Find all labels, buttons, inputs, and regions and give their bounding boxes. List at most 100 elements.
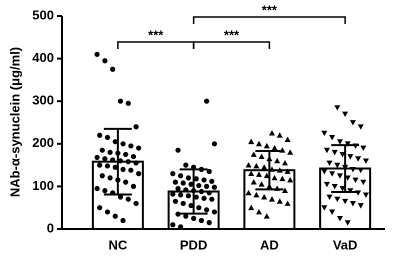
point — [284, 200, 291, 206]
point — [211, 184, 218, 190]
point — [178, 224, 184, 230]
point — [172, 179, 179, 185]
point — [206, 220, 212, 226]
point — [334, 196, 341, 203]
point — [133, 124, 139, 130]
point — [284, 136, 291, 142]
point — [268, 166, 275, 172]
y-tick-label: 400 — [32, 50, 54, 65]
point — [206, 168, 212, 175]
point — [117, 194, 124, 200]
point — [352, 177, 359, 184]
point — [255, 171, 262, 177]
point — [276, 198, 283, 204]
y-axis-label: NAb-α-synuclein (μg/ml) — [7, 47, 22, 197]
point — [183, 187, 189, 193]
point — [180, 180, 186, 186]
point — [334, 162, 341, 169]
point — [209, 178, 215, 184]
point — [329, 209, 336, 215]
point — [342, 198, 349, 205]
point — [117, 158, 124, 164]
point — [336, 215, 343, 222]
point — [183, 213, 189, 219]
point — [271, 145, 278, 151]
point — [175, 185, 181, 192]
point — [323, 147, 330, 154]
point — [112, 164, 118, 170]
point — [172, 198, 179, 204]
x-tick-label: NC — [108, 237, 127, 252]
point — [125, 159, 131, 165]
point — [339, 186, 346, 192]
y-tick-label: 300 — [32, 93, 54, 108]
point — [258, 153, 265, 159]
x-tick-label: AD — [260, 237, 279, 252]
point — [112, 139, 118, 145]
point — [329, 135, 336, 141]
y-tick-label: 200 — [32, 135, 54, 150]
point — [362, 158, 369, 164]
point — [255, 140, 262, 147]
y-tick-label: 100 — [32, 178, 54, 193]
point — [110, 66, 116, 72]
significance-bracket — [117, 41, 195, 49]
point — [170, 191, 176, 197]
point — [112, 213, 118, 219]
point — [349, 201, 356, 207]
point — [123, 179, 129, 185]
point — [175, 147, 181, 153]
point — [209, 196, 215, 202]
point — [276, 132, 283, 138]
point — [99, 173, 105, 179]
point — [287, 149, 294, 155]
point — [133, 160, 139, 166]
point — [123, 151, 129, 158]
point — [357, 203, 364, 209]
point — [185, 175, 192, 181]
significance-label: *** — [148, 27, 164, 42]
point — [110, 157, 116, 163]
point — [136, 171, 142, 177]
point — [125, 100, 131, 106]
point — [196, 205, 202, 211]
point — [355, 156, 362, 162]
y-tick-label: 500 — [32, 7, 54, 22]
point — [94, 185, 100, 192]
point — [201, 195, 207, 201]
point — [191, 215, 197, 221]
point — [248, 204, 255, 211]
point — [274, 157, 281, 164]
point — [245, 162, 252, 168]
point — [170, 171, 176, 177]
point — [120, 217, 126, 224]
point — [334, 105, 341, 111]
point — [204, 183, 210, 189]
point — [206, 190, 212, 196]
point — [339, 152, 346, 158]
point — [329, 171, 336, 177]
point — [342, 111, 349, 117]
point — [360, 179, 367, 186]
point — [185, 193, 192, 199]
point — [261, 164, 268, 170]
significance-bracket — [192, 41, 271, 49]
point — [349, 120, 356, 126]
point — [321, 205, 328, 211]
point — [281, 187, 288, 194]
point — [198, 188, 205, 195]
error-bar — [331, 144, 360, 193]
point — [281, 159, 288, 166]
point — [263, 172, 270, 179]
point — [321, 130, 328, 137]
point — [198, 217, 205, 224]
point — [120, 141, 126, 147]
point — [97, 162, 103, 168]
point — [336, 139, 343, 145]
point — [117, 98, 124, 104]
point — [133, 200, 139, 207]
point — [326, 194, 333, 201]
point — [193, 176, 199, 182]
point — [263, 213, 270, 219]
